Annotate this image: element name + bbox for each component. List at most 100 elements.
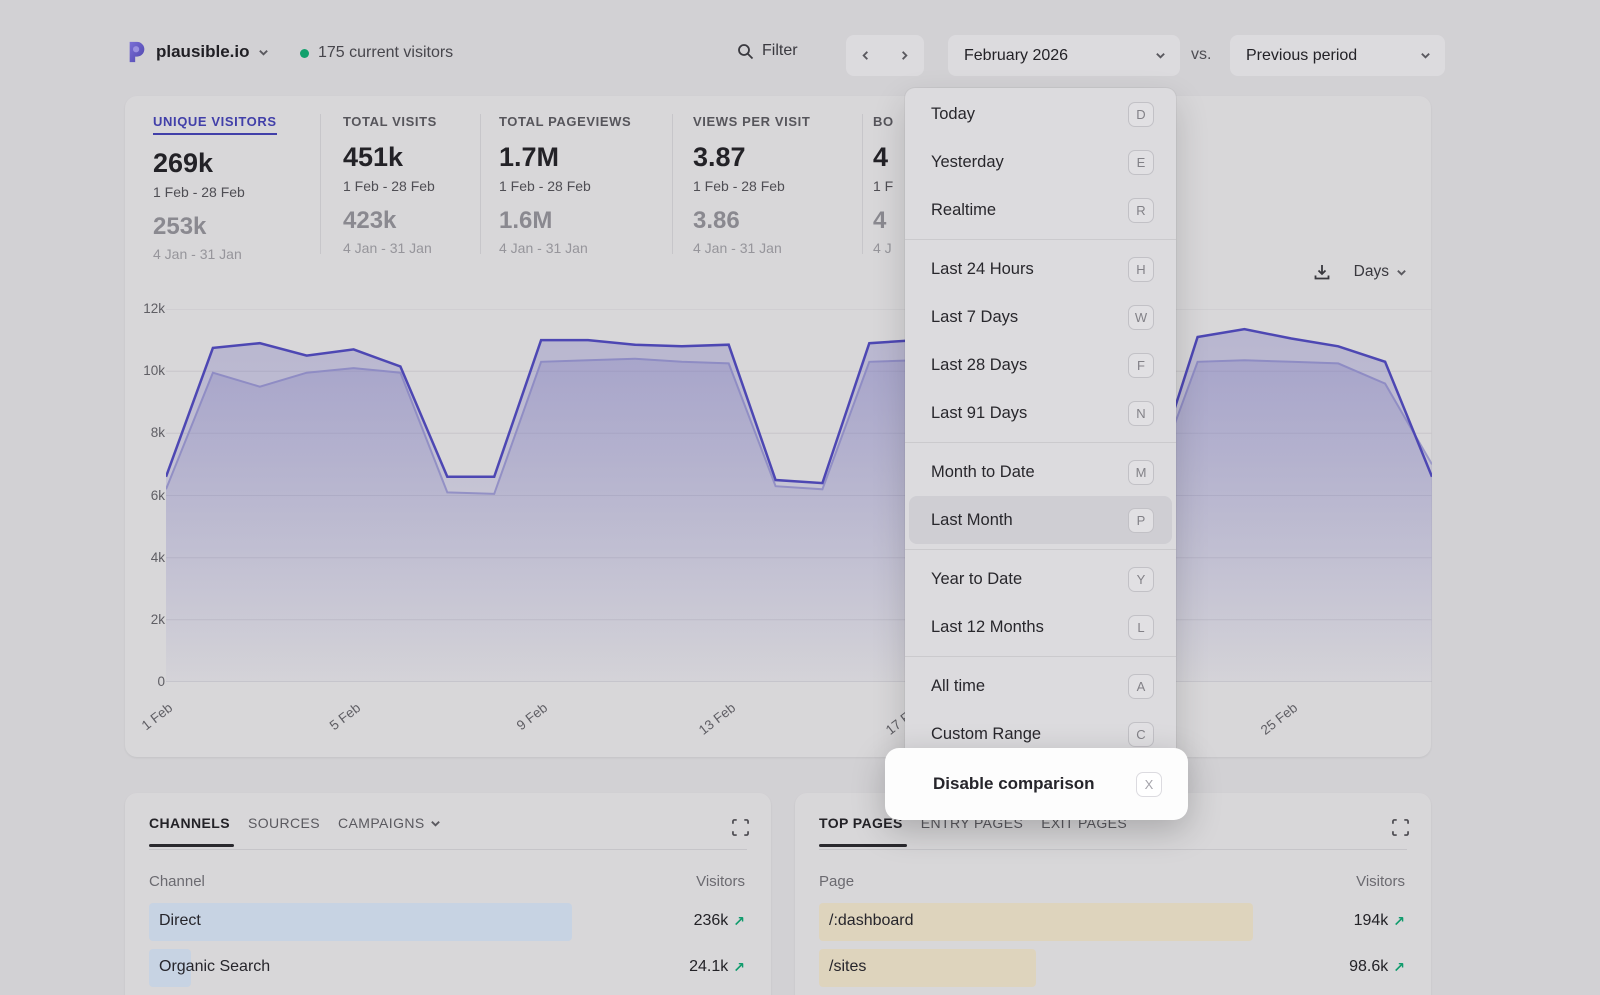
site-switcher[interactable]: plausible.io	[126, 40, 269, 64]
table-row[interactable]: Direct236k↗	[149, 903, 745, 941]
column-headers: ChannelVisitors	[149, 873, 745, 890]
column-header: Visitors	[696, 873, 745, 890]
visitors-chart[interactable]	[166, 309, 1432, 682]
menu-item-label: Last Month	[931, 511, 1013, 530]
chevron-down-icon	[1155, 50, 1166, 61]
menu-item-label: Year to Date	[931, 570, 1022, 589]
menu-item-label: Last 91 Days	[931, 404, 1027, 423]
chevron-down-icon	[1420, 50, 1431, 61]
shortcut-badge: E	[1128, 150, 1154, 175]
menu-separator	[905, 549, 1176, 550]
trend-up-icon: ↗	[733, 913, 745, 930]
plausible-logo	[126, 40, 148, 64]
shortcut-badge: F	[1128, 353, 1154, 378]
table-row[interactable]: /sites98.6k↗	[819, 949, 1405, 987]
date-range-menu: TodayDYesterdayERealtimeRLast 24 HoursHL…	[905, 88, 1176, 760]
menu-item-last-12-months[interactable]: Last 12 MonthsL	[905, 603, 1176, 651]
interval-label: Days	[1354, 263, 1389, 281]
table-row[interactable]: Organic Search 24.1k↗	[149, 949, 745, 987]
row-label[interactable]: /sites	[829, 958, 866, 976]
stat-total-visits[interactable]: TOTAL VISITS451k1 Feb - 28 Feb423k4 Jan …	[343, 114, 437, 256]
row-label[interactable]: /:dashboard	[829, 912, 914, 930]
menu-item-last-month[interactable]: Last Month P	[909, 496, 1172, 544]
shortcut-badge: L	[1128, 615, 1154, 640]
stat-views-per-visit[interactable]: VIEWS PER VISIT3.871 Feb - 28 Feb3.864 J…	[693, 114, 810, 256]
chevron-down-icon	[258, 47, 269, 58]
column-header: Visitors	[1356, 873, 1405, 890]
menu-item-last-91-days[interactable]: Last 91 DaysN	[905, 389, 1176, 437]
x-tick-label: 13 Feb	[680, 700, 738, 750]
date-range-select[interactable]: February 2026	[948, 35, 1180, 76]
stat-prev-period: 4 Jan - 31 Jan	[153, 246, 277, 262]
interval-select[interactable]: Days	[1354, 263, 1407, 281]
trend-up-icon: ↗	[1393, 913, 1405, 930]
tab-sources[interactable]: SOURCES	[248, 815, 320, 831]
menu-item-last-7-days[interactable]: Last 7 DaysW	[905, 293, 1176, 341]
pages-panel: TOP PAGESENTRY PAGESEXIT PAGES PageVisit…	[795, 793, 1431, 995]
next-arrow-icon[interactable]	[899, 50, 910, 61]
stat-divider	[672, 114, 673, 254]
chart-controls: Days	[1312, 262, 1407, 282]
shortcut-badge: H	[1128, 257, 1154, 282]
stat-divider	[862, 114, 863, 254]
live-dot-icon	[300, 49, 309, 58]
menu-item-label: Today	[931, 105, 975, 124]
menu-item-last-24-hours[interactable]: Last 24 HoursH	[905, 245, 1176, 293]
menu-item-yesterday[interactable]: Yesterday E	[905, 138, 1176, 186]
menu-item-realtime[interactable]: Realtime R	[905, 186, 1176, 234]
shortcut-badge: P	[1128, 508, 1154, 533]
expand-icon[interactable]	[732, 819, 749, 841]
y-tick-label: 8k	[131, 425, 165, 440]
menu-item-label: All time	[931, 677, 985, 696]
menu-item-label: Realtime	[931, 201, 996, 220]
current-visitors-label: 175 current visitors	[318, 44, 453, 62]
tab-channels[interactable]: CHANNELS	[149, 815, 230, 831]
stat-prev-value: 4	[873, 207, 894, 235]
tab-label: SOURCES	[248, 815, 320, 831]
y-tick-label: 2k	[131, 612, 165, 627]
menu-separator	[905, 239, 1176, 240]
menu-item-label: Yesterday	[931, 153, 1004, 172]
date-nav	[846, 35, 924, 76]
prev-arrow-icon[interactable]	[860, 50, 871, 61]
stat-value: 1.7M	[499, 142, 631, 173]
disable-comparison-item[interactable]: Disable comparison X	[885, 748, 1188, 820]
menu-item-year-to-date[interactable]: Year to DateY	[905, 555, 1176, 603]
x-tick-label: 9 Feb	[492, 700, 550, 750]
menu-item-today[interactable]: TodayD	[905, 90, 1176, 138]
row-label[interactable]: Direct	[159, 912, 201, 930]
comparison-select[interactable]: Previous period	[1230, 35, 1445, 76]
stat-bo[interactable]: BO41 F44 J	[873, 114, 894, 256]
y-tick-label: 0	[131, 674, 165, 689]
menu-item-last-28-days[interactable]: Last 28 DaysF	[905, 341, 1176, 389]
y-tick-label: 4k	[131, 550, 165, 565]
stat-total-pageviews[interactable]: TOTAL PAGEVIEWS1.7M1 Feb - 28 Feb1.6M4 J…	[499, 114, 631, 256]
row-label[interactable]: Organic Search	[159, 958, 270, 976]
main-dashboard-card: UNIQUE VISITORS269k1 Feb - 28 Feb253k4 J…	[125, 96, 1431, 757]
expand-icon[interactable]	[1392, 819, 1409, 841]
stat-divider	[320, 114, 321, 254]
tab-campaigns[interactable]: CAMPAIGNS	[338, 815, 441, 831]
menu-item-all-time[interactable]: All time A	[905, 662, 1176, 710]
table-row[interactable]: /:dashboard194k↗	[819, 903, 1405, 941]
tab-label: CHANNELS	[149, 815, 230, 831]
menu-item-month-to-date[interactable]: Month to DateM	[905, 448, 1176, 496]
shortcut-badge: A	[1128, 674, 1154, 699]
current-visitors[interactable]: 175 current visitors	[300, 44, 453, 62]
stat-period: 1 Feb - 28 Feb	[499, 178, 631, 194]
shortcut-badge: R	[1128, 198, 1154, 223]
site-name: plausible.io	[156, 42, 250, 62]
filter-button[interactable]: Filter	[737, 42, 798, 60]
trend-up-icon: ↗	[1393, 959, 1405, 976]
tab-label: CAMPAIGNS	[338, 815, 425, 831]
x-tick-label: 1 Feb	[117, 700, 175, 750]
download-icon[interactable]	[1312, 262, 1332, 282]
shortcut-badge: X	[1136, 772, 1162, 797]
stat-unique-visitors[interactable]: UNIQUE VISITORS269k1 Feb - 28 Feb253k4 J…	[153, 114, 277, 262]
stat-value: 4	[873, 142, 894, 173]
stat-value: 451k	[343, 142, 437, 173]
stat-prev-period: 4 J	[873, 240, 894, 256]
disable-comparison-label: Disable comparison	[933, 774, 1095, 794]
row-value: 24.1k↗	[689, 958, 745, 976]
y-tick-label: 10k	[131, 363, 165, 378]
